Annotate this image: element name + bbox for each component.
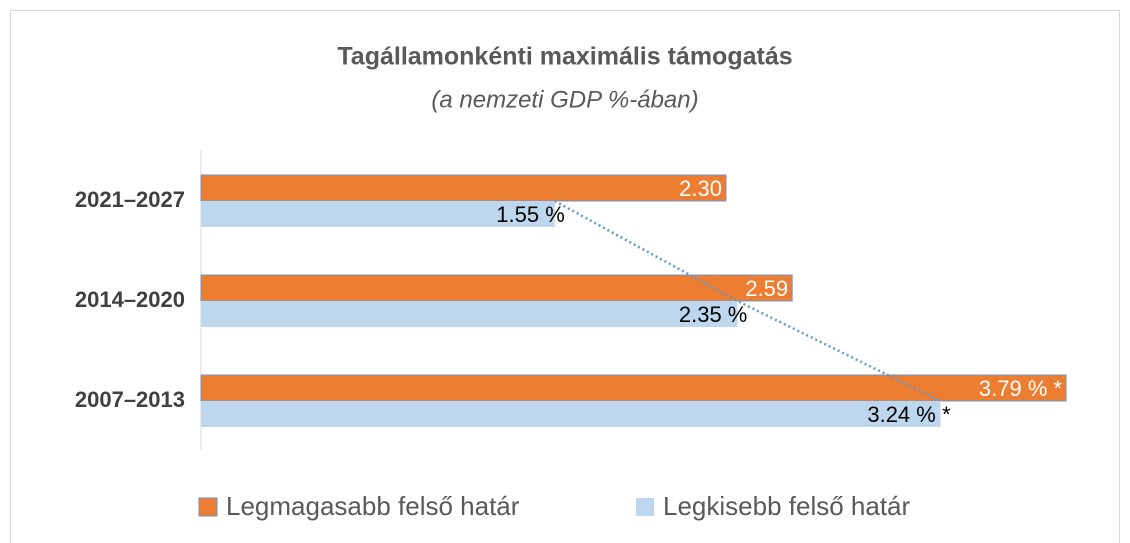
bar <box>200 374 1067 402</box>
bar <box>201 201 555 227</box>
bar <box>201 401 941 427</box>
data-label: 3.79 % * <box>979 376 1063 401</box>
legend-swatch <box>198 497 218 517</box>
data-label: 2.35 % <box>679 302 748 327</box>
bar <box>201 301 738 327</box>
chart-title: Tagállamonkénti maximális támogatás <box>337 43 792 71</box>
chart-subtitle: (a nemzeti GDP %-ában) <box>431 86 698 113</box>
category-label: 2014–2020 <box>75 287 185 312</box>
category-label: 2007–2013 <box>75 387 185 412</box>
data-label: 2.59 <box>745 276 788 301</box>
bar <box>200 274 793 302</box>
category-label: 2021–2027 <box>75 187 185 212</box>
data-label: 1.55 % <box>496 202 565 227</box>
legend-swatch <box>636 498 654 516</box>
legend-label: Legkisebb felső határ <box>663 491 911 521</box>
data-label: 2.30 <box>679 176 722 201</box>
bar <box>200 174 727 202</box>
legend-label: Legmagasabb felső határ <box>226 491 520 521</box>
data-label: 3.24 % * <box>867 402 951 427</box>
